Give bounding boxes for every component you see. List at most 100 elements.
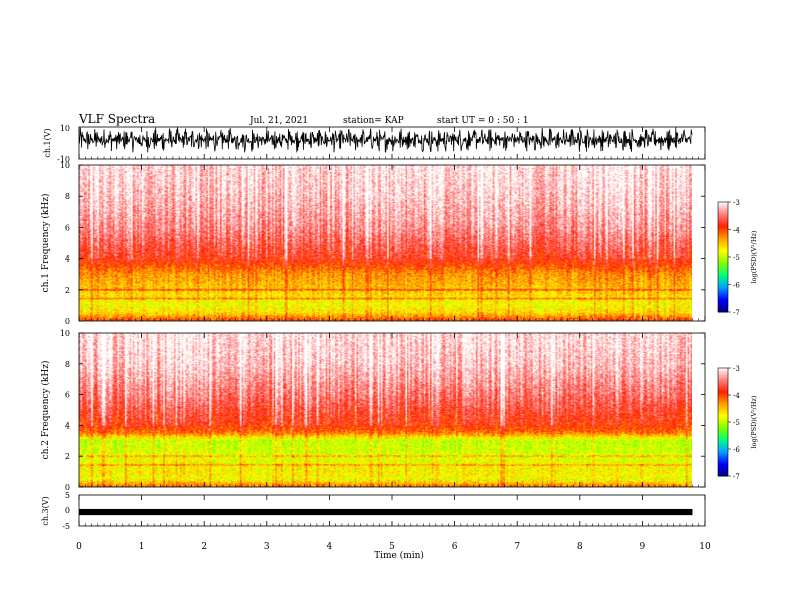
colorbar-segment xyxy=(718,425,728,428)
colorbar-segment xyxy=(718,255,728,258)
freq-tick-label: 0 xyxy=(65,483,70,492)
colorbar-segment xyxy=(718,377,728,380)
colorbar-segment xyxy=(718,297,728,300)
colorbar-segment xyxy=(718,422,728,425)
colorbar-segment xyxy=(718,378,728,382)
colorbar-segment xyxy=(718,236,728,240)
ch1-colorbar: -3 -4 -5 -6 -7 log(PSD)(V²/Hz) xyxy=(717,199,758,317)
colorbar-segment xyxy=(718,447,728,450)
colorbar-segment xyxy=(718,431,728,434)
colorbar-segment xyxy=(718,306,728,309)
freq-tick-label: 2 xyxy=(65,286,70,295)
colorbar-segment xyxy=(718,467,728,470)
time-tick-label: 10 xyxy=(699,542,711,552)
colorbar-segment xyxy=(718,291,728,295)
colorbar-segment xyxy=(718,280,728,284)
freq-tick-label: 4 xyxy=(65,421,70,430)
colorbar-segment xyxy=(718,434,728,437)
ch1-waveform-panel: 10 -10 ch.1(V) xyxy=(43,124,706,164)
start-time-label: start UT = 0 : 50 : 1 xyxy=(437,116,529,126)
colorbar-label: log(PSD)(V²/Hz) xyxy=(750,395,758,448)
colorbar-segment xyxy=(718,302,728,306)
colorbar-segment xyxy=(718,411,728,414)
colorbar-segment xyxy=(718,438,728,441)
colorbar-segment xyxy=(718,231,728,234)
figure-title: VLF Spectra xyxy=(78,112,155,126)
colorbar-segment xyxy=(718,436,728,439)
colorbar-label: log(PSD)(V²/Hz) xyxy=(750,230,758,283)
colorbar-segment xyxy=(718,290,728,293)
ch3-ytick-minus5: -5 xyxy=(62,522,70,531)
date-label: Jul. 21, 2021 xyxy=(249,116,308,126)
time-tick-label: 0 xyxy=(76,542,82,552)
colorbar-segment xyxy=(718,240,728,243)
colorbar-tick-label: -7 xyxy=(733,473,740,481)
colorbar-tick-label: -5 xyxy=(733,419,740,427)
colorbar-segment xyxy=(718,271,728,274)
freq-tick-label: 10 xyxy=(60,161,70,170)
colorbar-segment xyxy=(718,279,728,282)
colorbar-segment xyxy=(718,222,728,225)
colorbar-segment xyxy=(718,423,728,427)
colorbar-segment xyxy=(718,470,728,473)
colorbar-segment xyxy=(718,405,728,409)
colorbar-segment xyxy=(718,375,728,378)
time-tick-label: 9 xyxy=(640,542,646,552)
ch3-waveform-band xyxy=(79,508,693,516)
colorbar-segment xyxy=(718,224,728,227)
colorbar-segment xyxy=(718,225,728,229)
colorbar-segment xyxy=(718,273,728,276)
freq-tick-label: 4 xyxy=(65,255,70,264)
colorbar-segment xyxy=(718,213,728,216)
colorbar-segment xyxy=(718,247,728,251)
colorbar-segment xyxy=(718,386,728,389)
colorbar-segment xyxy=(718,432,728,436)
colorbar-segment xyxy=(718,456,728,459)
colorbar-segment xyxy=(718,409,728,412)
freq-tick-label: 8 xyxy=(65,360,70,369)
colorbar-segment xyxy=(718,242,728,245)
colorbar-segment xyxy=(718,468,728,472)
colorbar-segment xyxy=(718,229,728,232)
ch2-freq-ylabel: ch.2 Frequency (kHz) xyxy=(40,361,51,460)
colorbar-segment xyxy=(718,472,728,475)
colorbar-segment xyxy=(718,393,728,396)
colorbar-segment xyxy=(718,443,728,446)
ch1-ytick-bottom: -10 xyxy=(57,155,70,164)
colorbar-segment xyxy=(718,262,728,265)
colorbar-segment xyxy=(718,474,728,477)
colorbar-segment xyxy=(718,257,728,260)
colorbar-segment xyxy=(718,235,728,238)
colorbar-tick-label: -6 xyxy=(733,446,740,454)
time-tick-label: 5 xyxy=(389,542,395,552)
ch1-ylabel: ch.1(V) xyxy=(43,128,52,157)
ch1-spectrogram-panel: 0 2 4 6 8 10 ch.1 Frequency (kHz) xyxy=(40,161,706,326)
ch1-ytick-top: 10 xyxy=(60,124,70,133)
freq-tick-label: 0 xyxy=(65,317,70,326)
colorbar-segment xyxy=(718,214,728,218)
colorbar-segment xyxy=(718,416,728,419)
colorbar-segment xyxy=(718,454,728,457)
time-tick-label: 7 xyxy=(514,542,520,552)
colorbar-segment xyxy=(718,310,728,313)
colorbar-segment xyxy=(718,246,728,249)
time-axis-ticks: 0 1 2 3 4 5 6 7 8 9 10 xyxy=(76,127,711,552)
colorbar-segment xyxy=(718,452,728,455)
colorbar-segment xyxy=(718,258,728,262)
colorbar-tick-label: -5 xyxy=(733,254,740,262)
colorbar-segment xyxy=(718,418,728,421)
time-tick-label: 4 xyxy=(327,542,333,552)
colorbar-segment xyxy=(718,414,728,418)
ch1-freq-ticks: 0 2 4 6 8 10 xyxy=(60,161,705,326)
colorbar-segment xyxy=(718,441,728,445)
colorbar-tick-label: -4 xyxy=(733,392,740,400)
ch1-spectrogram-image xyxy=(79,165,692,321)
colorbar-segment xyxy=(718,266,728,269)
colorbar-segment xyxy=(718,389,728,392)
colorbar-segment xyxy=(718,368,728,371)
colorbar-segment xyxy=(718,463,728,466)
colorbar-segment xyxy=(718,203,728,207)
colorbar-segment xyxy=(718,373,728,376)
colorbar-segment xyxy=(718,251,728,254)
ch2-colorbar: -3 -4 -5 -6 -7 log(PSD)(V²/Hz) xyxy=(717,365,758,481)
